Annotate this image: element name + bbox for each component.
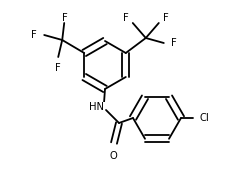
Text: Cl: Cl bbox=[200, 113, 210, 123]
Text: F: F bbox=[123, 13, 129, 23]
Text: F: F bbox=[55, 63, 61, 73]
Text: F: F bbox=[171, 38, 176, 48]
Text: F: F bbox=[163, 13, 169, 23]
Text: O: O bbox=[109, 151, 117, 161]
Text: HN: HN bbox=[89, 102, 104, 112]
Text: F: F bbox=[62, 13, 68, 23]
Text: F: F bbox=[31, 30, 37, 40]
